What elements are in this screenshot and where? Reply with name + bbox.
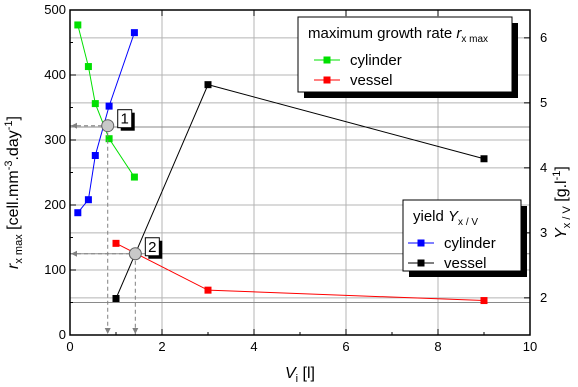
data-point-cylinder xyxy=(74,209,82,217)
marker-label-box xyxy=(144,237,160,257)
legend-entry-vessel: vessel xyxy=(444,255,487,272)
y-right-tick-label: 3 xyxy=(540,225,547,240)
x-tick-label: 8 xyxy=(434,339,441,354)
y-right-tick-label: 2 xyxy=(540,290,547,305)
y-left-tick-label: 0 xyxy=(59,327,66,342)
y-right-tick-label: 5 xyxy=(540,95,547,110)
y-axis-right-title: Yx / V [g.l-1] xyxy=(551,166,573,239)
marker-circle xyxy=(101,119,115,133)
marker-label-box xyxy=(117,109,133,129)
marker-label: 1 xyxy=(121,111,129,128)
data-point-cylinder xyxy=(84,196,92,204)
y-left-tick-label: 100 xyxy=(44,262,66,277)
legend-marker-vessel xyxy=(323,76,331,84)
x-tick-label: 2 xyxy=(158,339,165,354)
series xyxy=(74,21,488,305)
legend-entry-cylinder: cylinder xyxy=(350,52,402,69)
data-point-cylinder xyxy=(105,135,113,143)
marker-circle xyxy=(128,247,142,261)
data-point-vessel xyxy=(204,286,212,294)
marker-arrow-down xyxy=(132,328,139,334)
y-left-tick-label: 500 xyxy=(44,2,66,17)
y-left-tick-label: 200 xyxy=(44,197,66,212)
data-point-vessel xyxy=(112,295,120,303)
y-left-tick-label: 400 xyxy=(44,67,66,82)
markers: 12 xyxy=(70,109,163,335)
data-point-cylinder xyxy=(130,173,138,181)
data-point-vessel xyxy=(480,155,488,163)
y-right-tick-label: 4 xyxy=(540,160,547,175)
data-point-cylinder xyxy=(91,100,99,108)
legend-marker-cylinder xyxy=(417,239,425,247)
y-axis-left-title: rx max [cell.mm-3.day-1] xyxy=(3,116,25,269)
data-point-vessel xyxy=(204,81,212,89)
data-point-cylinder xyxy=(74,21,82,29)
data-point-vessel xyxy=(112,239,120,247)
y-right-tick-label: 6 xyxy=(540,30,547,45)
legend-marker-vessel xyxy=(417,259,425,267)
legend-marker-cylinder xyxy=(323,56,331,64)
legend-title: maximum growth rate rx max xyxy=(308,25,488,45)
marker-arrow-left xyxy=(71,122,77,129)
data-point-cylinder xyxy=(130,29,138,37)
data-point-cylinder xyxy=(84,63,92,71)
x-tick-label: 6 xyxy=(342,339,349,354)
data-point-vessel xyxy=(480,297,488,305)
legend-entry-vessel: vessel xyxy=(350,72,393,89)
x-axis-title: Vi [l] xyxy=(285,365,315,385)
series-line-cylinder xyxy=(77,24,135,178)
legends: maximum growth rate rx max cylinder vessel… xyxy=(297,16,527,277)
x-tick-label: 10 xyxy=(523,339,537,354)
marker-arrow-down xyxy=(104,328,111,334)
data-point-cylinder xyxy=(105,102,113,110)
legend-entry-cylinder: cylinder xyxy=(444,235,496,252)
marker-arrow-left xyxy=(71,250,77,257)
x-tick-label: 4 xyxy=(250,339,257,354)
data-point-cylinder xyxy=(91,152,99,160)
legend-title: yield Yx / V xyxy=(413,208,478,228)
legend-box xyxy=(402,199,522,272)
marker-label: 2 xyxy=(148,239,156,256)
y-left-tick-label: 300 xyxy=(44,132,66,147)
x-tick-label: 0 xyxy=(66,339,73,354)
